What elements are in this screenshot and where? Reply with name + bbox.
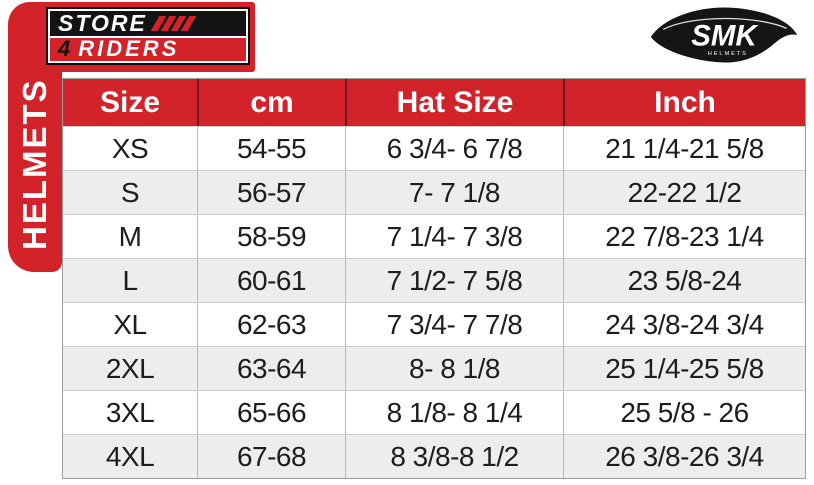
table-cell: 22-22 1/2	[563, 171, 805, 214]
table-row: XL 62-63 7 3/4- 7 7/8 24 3/8-24 3/4	[63, 302, 805, 346]
table-cell: 63-64	[197, 347, 345, 390]
table-cell: 67-68	[197, 435, 345, 478]
table-cell: 7- 7 1/8	[345, 171, 563, 214]
table-cell: 58-59	[197, 215, 345, 258]
table-cell: 62-63	[197, 303, 345, 346]
header-cell-inch: Inch	[563, 79, 805, 126]
table-row: 2XL 63-64 8- 8 1/8 25 1/4-25 5/8	[63, 346, 805, 390]
table-row: M 58-59 7 1/4- 7 3/8 22 7/8-23 1/4	[63, 214, 805, 258]
table-cell: M	[118, 220, 142, 252]
riders-logo-row: 4 RIDERS	[48, 35, 248, 63]
table-row: 3XL 65-66 8 1/8- 8 1/4 25 5/8 - 26	[63, 390, 805, 434]
header-cell-cm: cm	[197, 79, 345, 126]
table-cell: 6 3/4- 6 7/8	[345, 127, 563, 170]
four-diagonal-stripes-icon	[150, 15, 197, 31]
store4riders-logo: STORE 4 RIDERS	[46, 7, 250, 65]
table-cell: 4XL	[105, 440, 155, 472]
table-row: L 60-61 7 1/2- 7 5/8 23 5/8-24	[63, 258, 805, 302]
table-cell: 25 1/4-25 5/8	[563, 347, 805, 390]
store-logo-row: STORE	[48, 9, 248, 36]
table-cell: 21 1/4-21 5/8	[563, 127, 805, 170]
table-cell: 65-66	[197, 391, 345, 434]
size-table-header: Size cm Hat Size Inch	[63, 79, 805, 126]
table-cell: 7 1/2- 7 5/8	[345, 259, 563, 302]
table-row: XS 54-55 6 3/4- 6 7/8 21 1/4-21 5/8	[63, 126, 805, 170]
table-cell: S	[120, 176, 140, 208]
table-row: 4XL 67-68 8 3/8-8 1/2 26 3/8-26 3/4	[63, 434, 805, 478]
table-cell: 25 5/8 - 26	[563, 391, 805, 434]
helmets-vertical-label: HELMETS	[16, 78, 53, 250]
table-cell: 23 5/8-24	[563, 259, 805, 302]
smk-shield-icon: SMK HELMETS	[650, 7, 798, 63]
header-cell-size: Size	[99, 85, 161, 119]
table-cell: 8 3/8-8 1/2	[345, 435, 563, 478]
table-cell: 2XL	[105, 352, 155, 384]
store-logo-text: STORE	[58, 9, 147, 36]
table-cell: 22 7/8-23 1/4	[563, 215, 805, 258]
table-cell: 7 1/4- 7 3/8	[345, 215, 563, 258]
helmets-side-band	[8, 40, 62, 272]
table-cell: 7 3/4- 7 7/8	[345, 303, 563, 346]
table-cell: 60-61	[197, 259, 345, 302]
smk-logo-text: SMK	[691, 19, 759, 52]
header-cell-hat-size: Hat Size	[345, 79, 563, 126]
size-table-body: XS 54-55 6 3/4- 6 7/8 21 1/4-21 5/8 S 56-57 7-…	[63, 126, 805, 478]
table-cell: 3XL	[105, 396, 155, 428]
size-table: Size cm Hat Size Inch XS 54-55 6 3/4- 6 7/…	[62, 78, 806, 479]
table-cell: 8- 8 1/8	[345, 347, 563, 390]
riders-number-text: 4	[58, 36, 71, 62]
smk-logo-subtext: HELMETS	[708, 51, 748, 57]
table-cell: XS	[111, 132, 149, 164]
table-cell: 24 3/8-24 3/4	[563, 303, 805, 346]
table-cell: L	[122, 264, 138, 296]
table-cell: 26 3/8-26 3/4	[563, 435, 805, 478]
table-cell: XL	[113, 308, 147, 340]
riders-logo-text: RIDERS	[78, 36, 180, 62]
table-cell: 54-55	[197, 127, 345, 170]
table-row: S 56-57 7- 7 1/8 22-22 1/2	[63, 170, 805, 214]
smk-logo: SMK HELMETS	[648, 5, 800, 65]
table-cell: 8 1/8- 8 1/4	[345, 391, 563, 434]
table-cell: 56-57	[197, 171, 345, 214]
